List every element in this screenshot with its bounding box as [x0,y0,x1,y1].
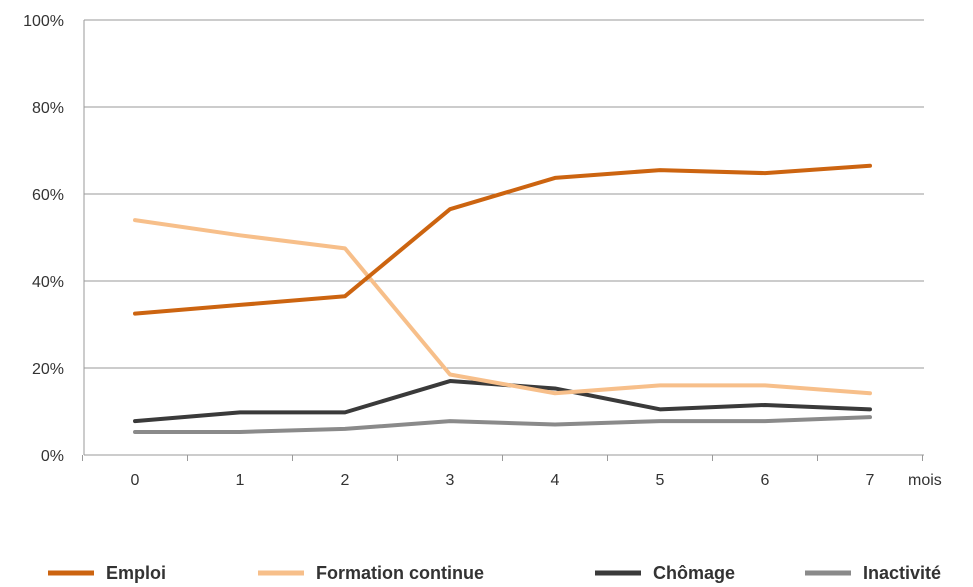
y-tick-label: 20% [32,361,64,378]
y-tick-label: 0% [41,448,64,465]
y-tick-label: 100% [23,13,64,30]
series-line-0 [133,163,872,316]
x-tick-label: 6 [761,472,770,489]
legend-label: Emploi [106,563,166,583]
x-tick-label: 1 [236,472,245,489]
x-tick-labels: 0 1 2 3 4 5 6 7 [131,472,875,489]
x-tick-label: 4 [551,472,560,489]
y-tick-labels: 0% 20% 40% 60% 80% 100% [23,13,64,465]
axes [82,20,924,461]
legend-label: Formation continue [316,563,484,583]
legend-label: Chômage [653,563,735,583]
y-tick-label: 40% [32,274,64,291]
x-tick-label: 3 [446,472,455,489]
series-line-3 [133,415,872,434]
legend-label: Inactivité [863,563,941,583]
y-tick-label: 60% [32,187,64,204]
y-tick-label: 80% [32,100,64,117]
series [133,163,872,434]
x-tick-label: 7 [866,472,875,489]
series-line-1 [133,218,872,396]
legend: Emploi Formation continue Chômage Inactivit… [48,563,941,583]
x-unit-label: mois [908,472,942,489]
x-tick-label: 2 [341,472,350,489]
x-tick-label: 5 [656,472,665,489]
x-tick-label: 0 [131,472,140,489]
